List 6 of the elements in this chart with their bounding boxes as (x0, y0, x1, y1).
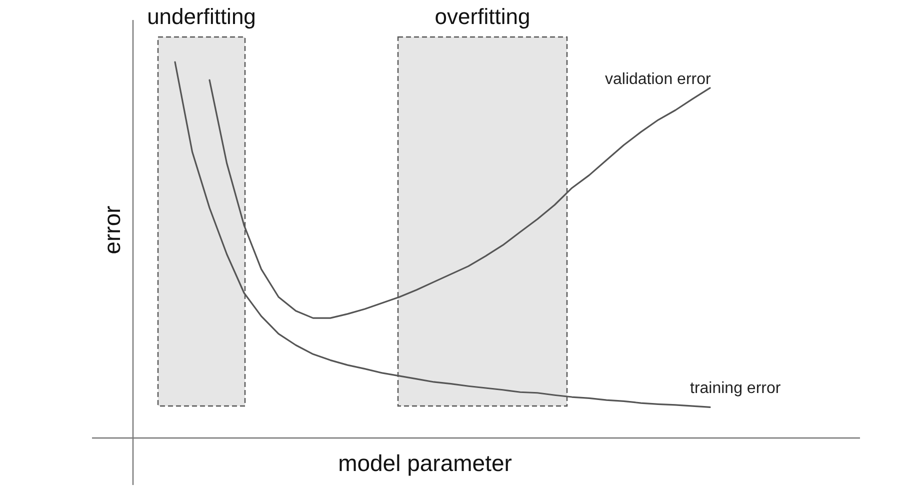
series-label: training error (690, 380, 782, 398)
y-axis-title: error (99, 205, 125, 254)
text: underfitting (147, 4, 256, 29)
series-label: validation error (605, 70, 712, 88)
x-axis-title: model parameter (338, 450, 512, 476)
text: overfitting (434, 4, 530, 29)
